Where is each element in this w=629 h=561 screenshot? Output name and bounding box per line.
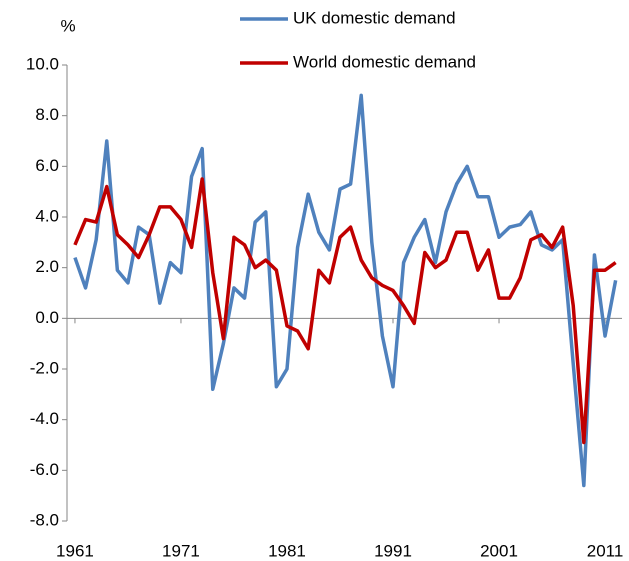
y-axis-label: % [60,16,75,35]
series-line [73,93,618,488]
y-tick-label: 10.0 [26,54,59,73]
y-tick-label: -6.0 [30,460,59,479]
series-line [73,177,617,445]
x-tick-label: 1961 [56,541,94,560]
y-tick-label: 0.0 [35,308,59,327]
x-tick-label: 1971 [162,541,200,560]
x-tick-label: 1981 [268,541,306,560]
legend-label: UK domestic demand [293,8,456,27]
y-tick-label: 6.0 [35,156,59,175]
x-tick-label: 1991 [374,541,412,560]
x-tick-label: 2001 [480,541,518,560]
y-tick-label: -4.0 [30,409,59,428]
legend-label: World domestic demand [293,52,476,71]
y-tick-label: 2.0 [35,257,59,276]
y-tick-label: -8.0 [30,510,59,529]
y-tick-label: -2.0 [30,358,59,377]
y-tick-label: 8.0 [35,105,59,124]
x-tick-label: 2011 [587,541,624,560]
y-tick-label: 4.0 [35,206,59,225]
